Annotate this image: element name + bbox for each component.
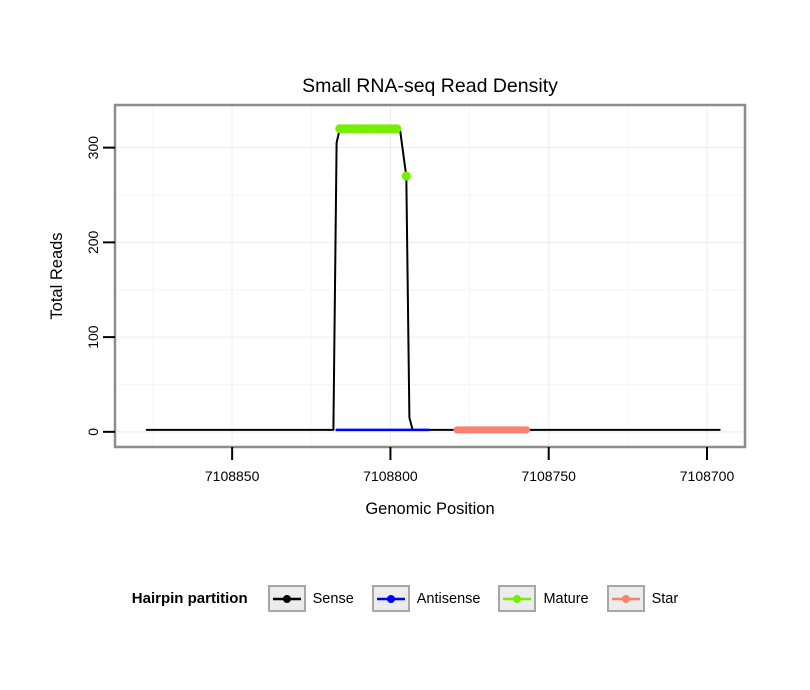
x-tick-label: 7108700	[680, 468, 735, 484]
plot-panel-border	[113, 103, 747, 449]
chart-series	[145, 124, 721, 434]
legend-key-icon	[376, 594, 405, 603]
series-mature-point	[401, 171, 411, 181]
legend-label-antisense: Antisense	[416, 590, 481, 607]
y-tick-label: 100	[85, 325, 101, 349]
gridlines	[115, 105, 745, 447]
chart-title: Small RNA-seq Read Density	[302, 75, 558, 97]
legend-key-icon	[272, 594, 301, 603]
legend-dot-icon	[513, 594, 522, 603]
y-tick-label: 300	[85, 136, 101, 160]
legend-label-sense: Sense	[312, 590, 354, 607]
legend-title: Hairpin partition	[131, 590, 248, 607]
y-tick-label: 200	[85, 230, 101, 254]
legend-key-antisense	[371, 585, 410, 612]
legend-key-mature	[498, 585, 537, 612]
legend-key-icon	[503, 594, 532, 603]
legend-entry-antisense: Antisense	[371, 585, 481, 612]
x-tick-label: 7108850	[205, 468, 260, 484]
legend-dot-icon	[282, 594, 291, 603]
legend-entry-mature: Mature	[498, 585, 589, 612]
x-tick-label: 7108750	[521, 468, 576, 484]
legend-label-mature: Mature	[543, 590, 589, 607]
x-axis-title: Genomic Position	[365, 500, 494, 518]
legend-label-star: Star	[651, 590, 679, 607]
series-mature-point	[392, 124, 402, 134]
legend-entries: Sense Antisense Mature Star	[267, 585, 679, 612]
legend-dot-icon	[386, 594, 395, 603]
legend-entry-sense: Sense	[267, 585, 354, 612]
legend-entry-star: Star	[606, 585, 679, 612]
legend-key-icon	[611, 594, 640, 603]
series-mature	[335, 124, 411, 181]
y-tick-label: 0	[85, 428, 101, 436]
legend: Hairpin partition Sense Antisense Mature St…	[0, 585, 810, 612]
legend-key-star	[606, 585, 645, 612]
y-axis-title: Total Reads	[48, 232, 66, 319]
legend-key-sense	[267, 585, 306, 612]
legend-dot-icon	[621, 594, 630, 603]
x-tick-label: 7108800	[363, 468, 418, 484]
axes: 7108850 7108800 7108750 7108700 0 100 200 300	[85, 136, 734, 484]
